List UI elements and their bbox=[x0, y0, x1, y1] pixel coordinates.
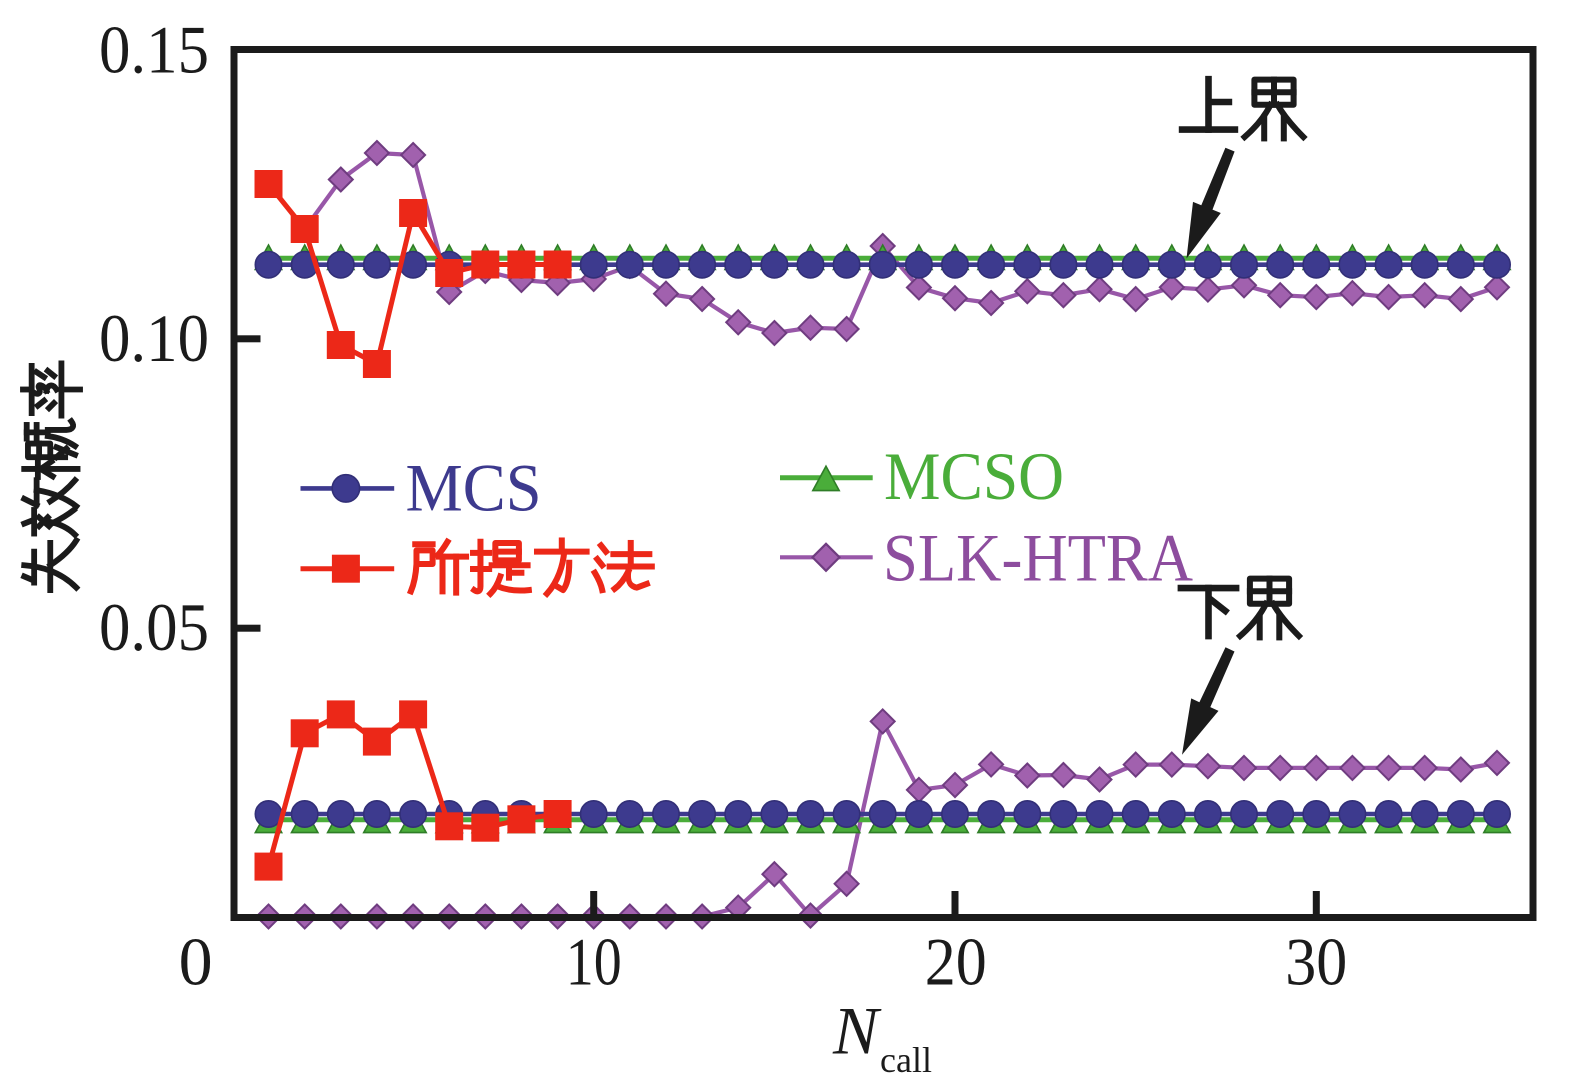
svg-text:0.10: 0.10 bbox=[99, 300, 209, 376]
svg-text:SLK-HTRA: SLK-HTRA bbox=[883, 520, 1193, 596]
svg-text:MCS: MCS bbox=[406, 450, 542, 526]
svg-text:0.05: 0.05 bbox=[99, 589, 209, 665]
svg-text:30: 30 bbox=[1285, 924, 1347, 1000]
svg-text:call: call bbox=[880, 1040, 932, 1080]
svg-text:20: 20 bbox=[925, 924, 987, 1000]
svg-text:N: N bbox=[832, 992, 882, 1068]
svg-text:10: 10 bbox=[566, 924, 622, 1000]
svg-text:0.15: 0.15 bbox=[99, 12, 209, 88]
svg-text:MCSO: MCSO bbox=[884, 438, 1064, 514]
svg-text:0: 0 bbox=[179, 924, 213, 1000]
